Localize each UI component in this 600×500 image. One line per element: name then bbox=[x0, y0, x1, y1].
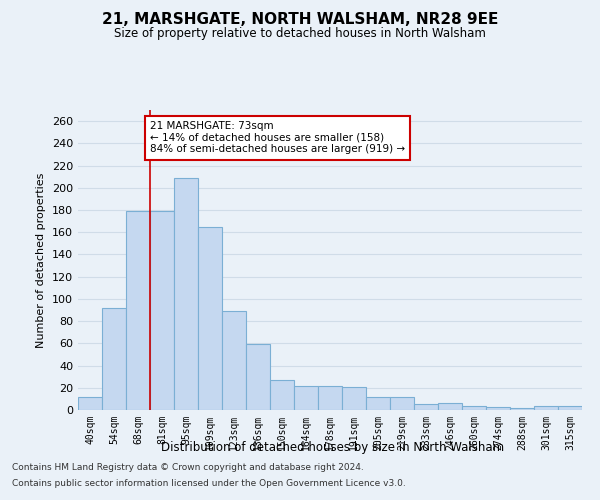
Bar bbox=[126, 211, 150, 410]
Bar bbox=[534, 406, 558, 410]
Bar bbox=[342, 386, 366, 410]
Bar bbox=[150, 211, 174, 410]
Bar bbox=[102, 308, 126, 410]
Text: 21, MARSHGATE, NORTH WALSHAM, NR28 9EE: 21, MARSHGATE, NORTH WALSHAM, NR28 9EE bbox=[102, 12, 498, 28]
Bar bbox=[246, 344, 270, 410]
Bar bbox=[318, 386, 342, 410]
Bar bbox=[270, 380, 294, 410]
Bar bbox=[438, 404, 462, 410]
Bar bbox=[222, 311, 246, 410]
Text: Contains public sector information licensed under the Open Government Licence v3: Contains public sector information licen… bbox=[12, 478, 406, 488]
Bar bbox=[78, 396, 102, 410]
Text: Distribution of detached houses by size in North Walsham: Distribution of detached houses by size … bbox=[161, 441, 505, 454]
Bar bbox=[462, 406, 486, 410]
Text: 21 MARSHGATE: 73sqm
← 14% of detached houses are smaller (158)
84% of semi-detac: 21 MARSHGATE: 73sqm ← 14% of detached ho… bbox=[150, 121, 405, 154]
Y-axis label: Number of detached properties: Number of detached properties bbox=[37, 172, 46, 348]
Bar bbox=[558, 406, 582, 410]
Bar bbox=[174, 178, 198, 410]
Bar bbox=[510, 408, 534, 410]
Text: Contains HM Land Registry data © Crown copyright and database right 2024.: Contains HM Land Registry data © Crown c… bbox=[12, 464, 364, 472]
Bar bbox=[414, 404, 438, 410]
Bar bbox=[390, 396, 414, 410]
Bar bbox=[486, 406, 510, 410]
Bar bbox=[294, 386, 318, 410]
Bar bbox=[198, 226, 222, 410]
Bar bbox=[366, 396, 390, 410]
Text: Size of property relative to detached houses in North Walsham: Size of property relative to detached ho… bbox=[114, 28, 486, 40]
